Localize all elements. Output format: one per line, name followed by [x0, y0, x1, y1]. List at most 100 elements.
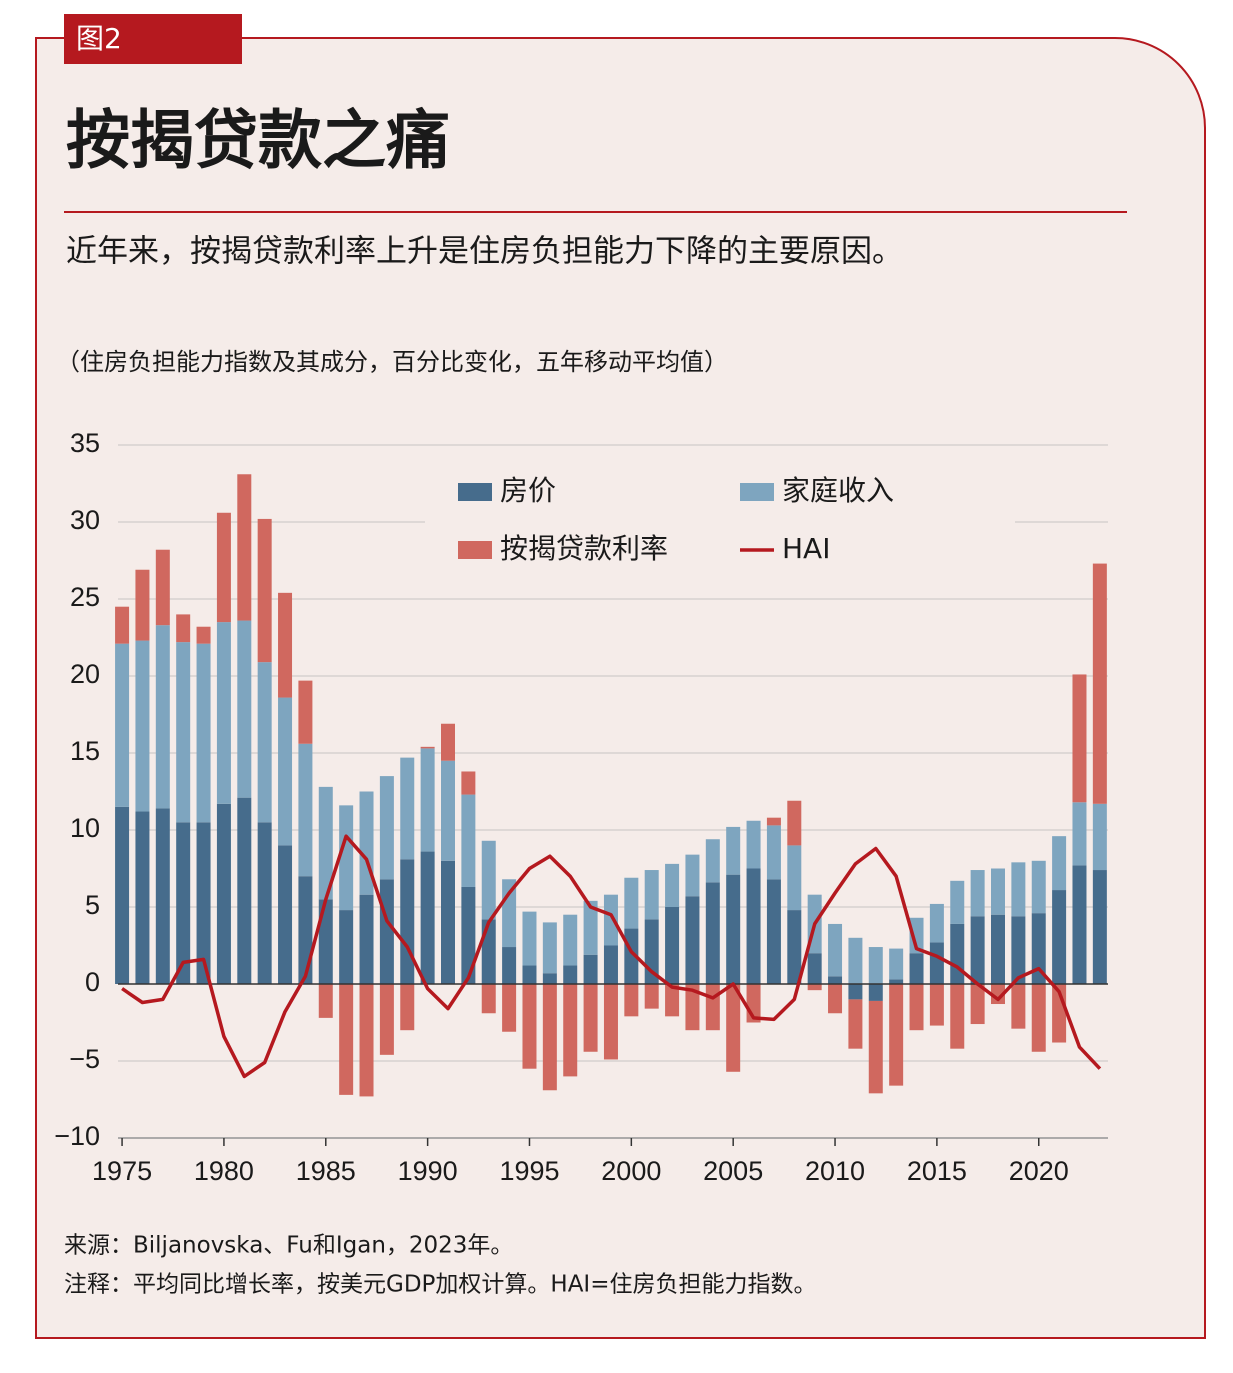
- y-tick-label: 30: [70, 505, 100, 535]
- bar: [1031, 913, 1046, 984]
- bar: [196, 643, 211, 823]
- bar: [1011, 984, 1026, 1029]
- bar: [257, 822, 272, 984]
- bar: [848, 937, 863, 984]
- bar: [115, 643, 130, 807]
- legend-swatch: [458, 541, 492, 559]
- legend-label: 按揭贷款利率: [500, 532, 668, 565]
- bar: [461, 794, 476, 887]
- bar: [603, 984, 618, 1060]
- bar: [1011, 862, 1026, 917]
- y-tick-label: −5: [69, 1044, 100, 1074]
- bar: [461, 771, 476, 795]
- bar: [298, 680, 313, 744]
- bar: [1072, 674, 1087, 803]
- bar: [848, 984, 863, 1000]
- y-tick-label: 25: [70, 582, 100, 612]
- bar: [1052, 890, 1067, 984]
- bar: [318, 899, 333, 984]
- bar: [929, 984, 944, 1026]
- bar: [909, 984, 924, 1031]
- bar: [237, 797, 252, 984]
- bar: [298, 743, 313, 877]
- bar: [441, 760, 455, 861]
- bar: [603, 945, 618, 984]
- bar: [196, 822, 211, 984]
- bar: [685, 984, 700, 1031]
- bar: [828, 984, 843, 1014]
- bar: [502, 947, 517, 984]
- bar: [828, 976, 843, 984]
- x-tick-label: 1980: [194, 1156, 254, 1186]
- x-tick-label: 2015: [907, 1156, 967, 1186]
- bar: [624, 877, 639, 929]
- bar: [420, 748, 435, 852]
- bar: [196, 626, 211, 644]
- bar: [1031, 860, 1046, 914]
- y-tick-label: 15: [70, 736, 100, 766]
- bar: [155, 549, 170, 626]
- bar: [766, 879, 781, 984]
- x-tick-label: 2000: [601, 1156, 661, 1186]
- bar: [278, 697, 293, 846]
- bar: [379, 879, 394, 984]
- bar: [237, 620, 252, 798]
- bar: [1072, 865, 1087, 984]
- bar: [1092, 870, 1107, 984]
- bar: [522, 984, 537, 1069]
- bar: [155, 808, 170, 984]
- legend-label: 房价: [500, 474, 556, 507]
- x-tick-label: 1985: [296, 1156, 356, 1186]
- bar: [216, 803, 231, 984]
- bar: [115, 806, 130, 984]
- bar: [950, 984, 965, 1049]
- bar: [216, 512, 231, 623]
- bar: [848, 999, 863, 1049]
- bar: [726, 874, 741, 984]
- bar: [970, 916, 985, 984]
- subtitle: 近年来，按揭贷款利率上升是住房负担能力下降的主要原因。: [66, 234, 903, 270]
- legend-swatch: [740, 483, 774, 501]
- bar: [563, 914, 578, 966]
- bar: [665, 907, 680, 984]
- bar: [298, 876, 313, 984]
- bar: [603, 894, 618, 946]
- bar: [257, 518, 272, 663]
- bar: [644, 984, 659, 1009]
- x-tick-label: 2010: [805, 1156, 865, 1186]
- bar: [176, 642, 191, 823]
- bar: [787, 910, 802, 984]
- bar: [787, 800, 802, 846]
- bar: [991, 984, 1005, 1005]
- bar: [481, 840, 496, 920]
- bar: [868, 947, 883, 984]
- bar: [970, 984, 985, 1025]
- bar: [868, 984, 883, 1001]
- bar: [705, 839, 720, 883]
- x-tick-label: 1975: [92, 1156, 152, 1186]
- bar: [950, 923, 965, 984]
- bar: [685, 854, 700, 897]
- bar: [889, 948, 904, 980]
- bar: [135, 811, 150, 984]
- bar: [563, 984, 578, 1077]
- bar: [379, 776, 394, 880]
- bar: [481, 984, 496, 1014]
- bar: [746, 820, 761, 869]
- bar: [950, 880, 965, 924]
- bar: [807, 953, 822, 984]
- bar: [665, 984, 680, 1017]
- y-tick-label: 10: [70, 813, 100, 843]
- figure-label-box: [64, 14, 242, 64]
- bar: [135, 569, 150, 641]
- bar: [542, 984, 557, 1091]
- x-tick-label: 2020: [1009, 1156, 1069, 1186]
- bar: [909, 953, 924, 984]
- bar: [889, 979, 904, 984]
- bar: [583, 900, 598, 955]
- bar: [889, 984, 904, 1086]
- bar: [522, 911, 537, 966]
- bar: [726, 984, 741, 1072]
- bar: [726, 826, 741, 875]
